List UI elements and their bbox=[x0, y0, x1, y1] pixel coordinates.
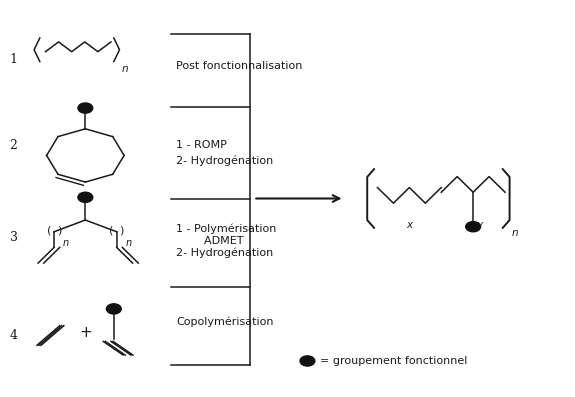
Text: 1: 1 bbox=[10, 53, 18, 66]
Text: (: ( bbox=[109, 226, 114, 236]
Text: 1 - Polymérisation
        ADMET: 1 - Polymérisation ADMET bbox=[177, 224, 277, 246]
Text: n: n bbox=[512, 228, 519, 238]
Text: ): ) bbox=[120, 226, 124, 236]
Text: y: y bbox=[476, 220, 482, 230]
Text: n: n bbox=[121, 64, 128, 74]
Text: = groupement fonctionnel: = groupement fonctionnel bbox=[320, 356, 467, 366]
Text: 1 - ROMP: 1 - ROMP bbox=[177, 140, 227, 150]
Text: 2: 2 bbox=[10, 139, 17, 152]
Circle shape bbox=[78, 103, 93, 113]
Text: Copolymérisation: Copolymérisation bbox=[177, 316, 274, 327]
Text: 2- Hydrogénation: 2- Hydrogénation bbox=[177, 247, 274, 258]
Text: +: + bbox=[79, 325, 92, 340]
Circle shape bbox=[78, 192, 93, 202]
Text: (: ( bbox=[47, 226, 51, 236]
Circle shape bbox=[106, 304, 121, 314]
Circle shape bbox=[300, 356, 315, 366]
Text: Post fonctionnalisation: Post fonctionnalisation bbox=[177, 62, 303, 71]
Text: n: n bbox=[63, 238, 68, 248]
Text: 2- Hydrogénation: 2- Hydrogénation bbox=[177, 155, 274, 166]
Text: n: n bbox=[125, 238, 131, 248]
Text: 4: 4 bbox=[10, 329, 18, 342]
Text: 3: 3 bbox=[10, 231, 18, 244]
Text: ): ) bbox=[57, 226, 62, 236]
Text: x: x bbox=[407, 220, 412, 230]
Circle shape bbox=[466, 222, 481, 232]
